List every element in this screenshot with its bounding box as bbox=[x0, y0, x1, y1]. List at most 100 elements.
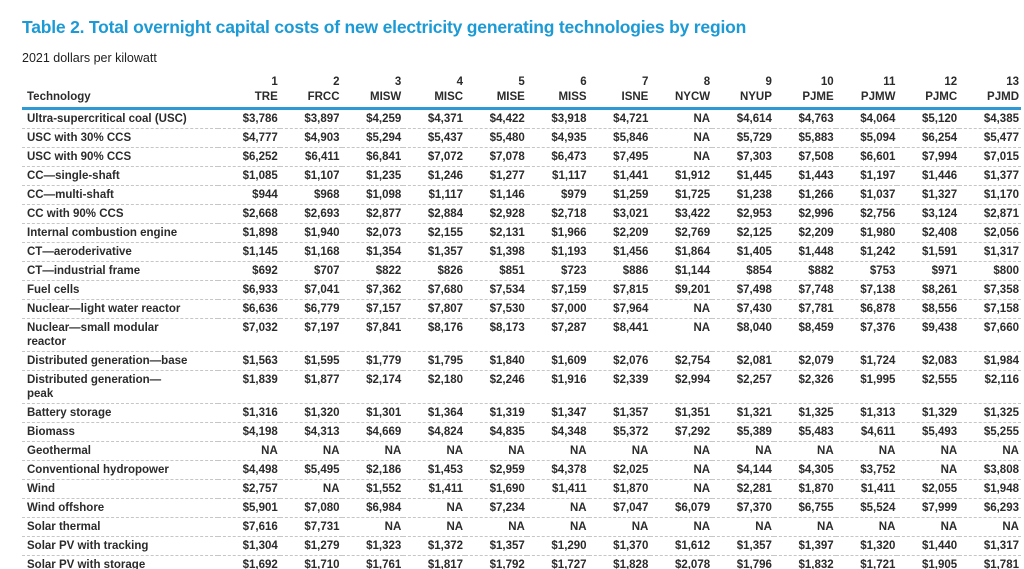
value-cell: $6,473 bbox=[526, 147, 589, 167]
value-cell: $1,832 bbox=[773, 555, 836, 569]
value-cell: $1,316 bbox=[218, 403, 280, 423]
value-cell: $2,994 bbox=[650, 370, 713, 404]
value-cell: $7,157 bbox=[341, 299, 404, 319]
table-row: Nuclear—small modular reactor $7,032 $7,197… bbox=[22, 318, 1021, 352]
value-cell: $2,209 bbox=[773, 223, 836, 243]
value-cell: $8,040 bbox=[712, 318, 774, 352]
value-cell: $1,259 bbox=[588, 185, 651, 205]
value-cell: $6,411 bbox=[279, 147, 342, 167]
value-cell: $1,168 bbox=[279, 242, 342, 262]
value-cell: $1,301 bbox=[341, 403, 404, 423]
value-cell: $7,362 bbox=[341, 280, 404, 300]
value-cell: $1,370 bbox=[588, 536, 651, 556]
value-cell: NA bbox=[650, 460, 713, 480]
value-cell: $5,094 bbox=[835, 128, 898, 148]
technology-cell: CC—multi-shaft bbox=[22, 185, 218, 205]
value-cell: NA bbox=[526, 517, 589, 537]
value-cell: $1,354 bbox=[341, 242, 404, 262]
value-cell: NA bbox=[279, 479, 342, 499]
value-cell: $2,076 bbox=[588, 351, 651, 371]
technology-cell: Battery storage bbox=[22, 403, 218, 423]
value-cell: NA bbox=[403, 441, 466, 461]
table-row: Battery storage $1,316 $1,320 $1,301 $1,364 $… bbox=[22, 403, 1021, 423]
value-cell: $2,083 bbox=[897, 351, 960, 371]
value-cell: NA bbox=[773, 517, 836, 537]
value-cell: $1,117 bbox=[526, 166, 589, 186]
value-cell: $4,385 bbox=[959, 108, 1021, 129]
value-cell: $1,279 bbox=[279, 536, 342, 556]
value-cell: $6,984 bbox=[341, 498, 404, 518]
value-cell: $1,984 bbox=[959, 351, 1021, 371]
column-number: 7 bbox=[641, 76, 649, 88]
table-row: Distributed generation— peak $1,839 $1,877 $… bbox=[22, 370, 1021, 404]
value-cell: $2,668 bbox=[218, 204, 280, 224]
value-cell: $9,438 bbox=[897, 318, 960, 352]
value-cell: NA bbox=[403, 498, 466, 518]
value-cell: $6,254 bbox=[897, 128, 960, 148]
value-cell: $2,055 bbox=[897, 479, 960, 499]
value-cell: $7,292 bbox=[650, 422, 713, 442]
table-title: Table 2. Total overnight capital costs o… bbox=[22, 17, 747, 37]
value-cell: $5,437 bbox=[403, 128, 466, 148]
value-cell: $1,905 bbox=[897, 555, 960, 569]
value-cell: $2,257 bbox=[712, 370, 774, 404]
region-code-header: MISE bbox=[465, 90, 527, 110]
value-cell: $2,769 bbox=[650, 223, 713, 243]
value-cell: NA bbox=[588, 517, 651, 537]
value-cell: $5,483 bbox=[773, 422, 836, 442]
value-cell: $1,448 bbox=[773, 242, 836, 262]
region-code-header: PJMC bbox=[897, 90, 960, 110]
value-cell: $1,916 bbox=[526, 370, 589, 404]
value-cell: $4,422 bbox=[465, 108, 527, 129]
table-subtitle: 2021 dollars per kilowatt bbox=[22, 51, 157, 65]
technology-cell: Nuclear—light water reactor bbox=[22, 299, 218, 319]
tech-header-spacer bbox=[22, 75, 218, 90]
region-code-header: NYUP bbox=[712, 90, 774, 110]
value-cell: $1,781 bbox=[959, 555, 1021, 569]
value-cell: $1,325 bbox=[773, 403, 836, 423]
value-cell: $3,021 bbox=[588, 204, 651, 224]
value-cell: $1,948 bbox=[959, 479, 1021, 499]
value-cell: $2,953 bbox=[712, 204, 774, 224]
value-cell: $944 bbox=[218, 185, 280, 205]
value-cell: $1,725 bbox=[650, 185, 713, 205]
value-cell: $8,173 bbox=[465, 318, 527, 352]
value-cell: $1,357 bbox=[403, 242, 466, 262]
value-cell: $2,871 bbox=[959, 204, 1021, 224]
column-number: 3 bbox=[394, 76, 402, 88]
value-cell: $1,779 bbox=[341, 351, 404, 371]
value-cell: $2,116 bbox=[959, 370, 1021, 404]
value-cell: $2,056 bbox=[959, 223, 1021, 243]
value-cell: $1,398 bbox=[465, 242, 527, 262]
value-cell: $1,912 bbox=[650, 166, 713, 186]
value-cell: $1,721 bbox=[835, 555, 898, 569]
value-cell: $1,290 bbox=[526, 536, 589, 556]
value-cell: $5,255 bbox=[959, 422, 1021, 442]
value-cell: NA bbox=[959, 517, 1021, 537]
value-cell: $2,339 bbox=[588, 370, 651, 404]
value-cell: $7,660 bbox=[959, 318, 1021, 352]
value-cell: $7,530 bbox=[465, 299, 527, 319]
table-head: 1 2 3 4 5 6 7 8 9 10 11 12 13 Technology TRE FRCC MISW MI… bbox=[22, 75, 1021, 110]
value-cell: $851 bbox=[465, 261, 527, 281]
value-cell: $1,323 bbox=[341, 536, 404, 556]
value-cell: $2,928 bbox=[465, 204, 527, 224]
value-cell: $7,015 bbox=[959, 147, 1021, 167]
value-cell: $7,964 bbox=[588, 299, 651, 319]
value-cell: $1,761 bbox=[341, 555, 404, 569]
value-cell: $1,397 bbox=[773, 536, 836, 556]
table-row: Solar PV with tracking $1,304 $1,279 $1,323… bbox=[22, 536, 1021, 556]
value-cell: $7,508 bbox=[773, 147, 836, 167]
technology-cell: Distributed generation—base bbox=[22, 351, 218, 371]
table-row: Distributed generation—base $1,563 $1,595 $… bbox=[22, 351, 1021, 371]
value-cell: $4,259 bbox=[341, 108, 404, 129]
capital-costs-table: 1 2 3 4 5 6 7 8 9 10 11 12 13 Technology TRE FRCC MISW MI… bbox=[22, 75, 1021, 569]
value-cell: $1,870 bbox=[773, 479, 836, 499]
value-cell: $6,601 bbox=[835, 147, 898, 167]
value-cell: $5,729 bbox=[712, 128, 774, 148]
value-cell: $1,317 bbox=[959, 242, 1021, 262]
value-cell: $6,252 bbox=[218, 147, 280, 167]
value-cell: $4,348 bbox=[526, 422, 589, 442]
value-cell: NA bbox=[897, 460, 960, 480]
value-cell: $1,595 bbox=[279, 351, 342, 371]
